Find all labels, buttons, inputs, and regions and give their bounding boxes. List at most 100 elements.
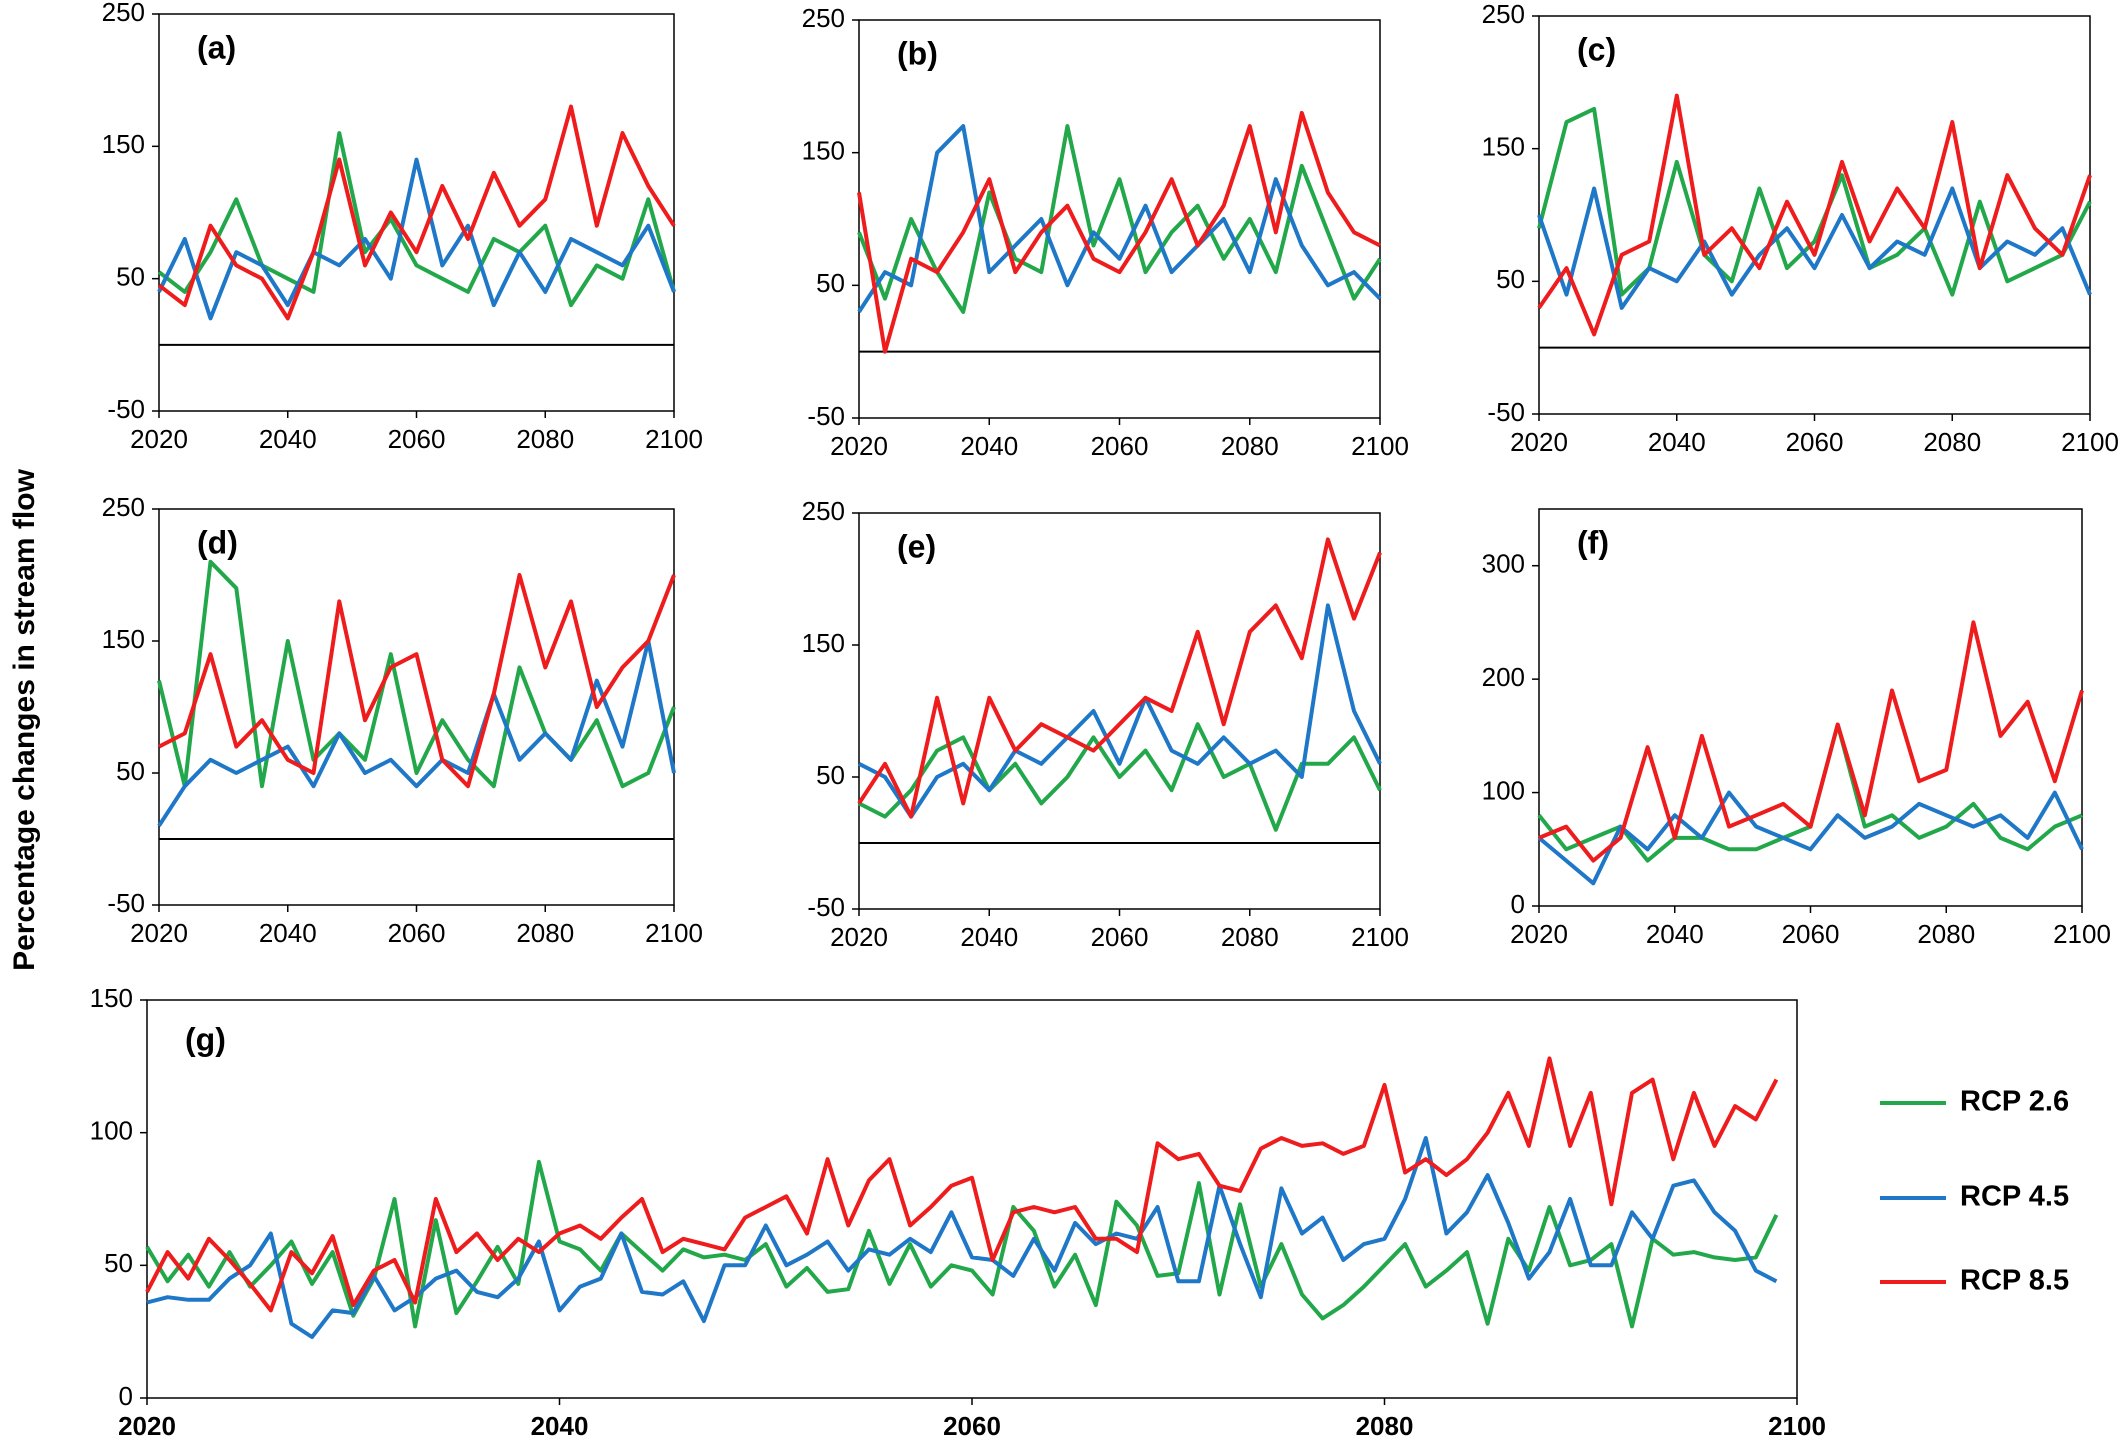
y-tick-label: 250 [1482, 0, 1525, 29]
x-tick-label: 2080 [516, 424, 574, 454]
x-tick-label: 2020 [130, 424, 188, 454]
series-line [157, 131, 676, 308]
x-tick-label: 2040 [1646, 919, 1704, 949]
x-tick-label: 2040 [259, 424, 317, 454]
x-tick-label: 2060 [388, 918, 446, 948]
y-tick-label: 0 [119, 1381, 133, 1411]
y-tick-label: 250 [102, 0, 145, 27]
x-tick-label: 2040 [531, 1411, 589, 1441]
y-tick-label: 100 [1482, 775, 1525, 805]
series-line [1537, 186, 2092, 310]
panel-label: (d) [197, 524, 238, 560]
x-tick-label: 2100 [2053, 919, 2111, 949]
series-line [1538, 620, 2084, 863]
x-tick-label: 2100 [645, 918, 703, 948]
y-tick-label: -50 [1487, 397, 1525, 427]
x-tick-label: 2020 [130, 918, 188, 948]
y-tick-label: -50 [107, 394, 145, 424]
legend-label: RCP 8.5 [1960, 1265, 2069, 1297]
y-tick-label: 100 [90, 1116, 133, 1146]
legend-label: RCP 2.6 [1960, 1086, 2069, 1118]
series-line [157, 104, 676, 321]
x-tick-label: 2080 [1221, 431, 1279, 461]
panel-label: (f) [1577, 524, 1609, 560]
y-tick-label: 50 [116, 262, 145, 292]
y-tick-label: 150 [102, 624, 145, 654]
series-line [157, 559, 676, 789]
x-tick-label: 2080 [1221, 922, 1279, 952]
series-line [145, 1159, 1779, 1329]
x-tick-label: 2100 [2061, 427, 2119, 457]
series-line [857, 110, 1381, 354]
series-line [1537, 790, 2084, 886]
y-tick-label: -50 [807, 401, 845, 431]
y-tick-label: 150 [802, 136, 845, 166]
series-line [857, 537, 1382, 819]
series-line [858, 722, 1382, 832]
x-tick-label: 2080 [1917, 919, 1975, 949]
x-tick-label: 2060 [1091, 431, 1149, 461]
x-tick-label: 2020 [118, 1411, 176, 1441]
y-tick-label: 250 [802, 496, 845, 526]
y-tick-label: 50 [816, 760, 845, 790]
plot-frame [858, 19, 1381, 419]
y-tick-label: 300 [1482, 549, 1525, 579]
plot-frame [858, 512, 1381, 910]
panel-label: (c) [1577, 31, 1616, 67]
series-line [1537, 106, 2092, 297]
y-tick-label: 50 [816, 268, 845, 298]
y-tick-label: 50 [1496, 264, 1525, 294]
x-tick-label: 2060 [1786, 427, 1844, 457]
y-tick-label: -50 [107, 888, 145, 918]
panel-label: (g) [185, 1021, 226, 1057]
y-tick-label: 50 [116, 756, 145, 786]
x-tick-label: 2100 [1351, 922, 1409, 952]
x-tick-label: 2100 [1351, 431, 1409, 461]
series-line [157, 157, 676, 321]
series-line [858, 603, 1382, 819]
y-tick-label: 150 [802, 628, 845, 658]
x-tick-label: 2080 [1356, 1411, 1414, 1441]
x-tick-label: 2040 [960, 431, 1018, 461]
x-tick-label: 2060 [388, 424, 446, 454]
y-tick-label: 50 [104, 1248, 133, 1278]
y-tick-label: 250 [802, 3, 845, 33]
series-line [145, 1056, 1779, 1313]
series-line [1537, 93, 2092, 337]
series-line [158, 573, 676, 789]
y-tick-label: 150 [90, 983, 133, 1013]
y-tick-label: 200 [1482, 662, 1525, 692]
series-line [146, 1136, 1778, 1339]
legend-label: RCP 4.5 [1960, 1181, 2069, 1213]
y-tick-label: 150 [102, 129, 145, 159]
x-tick-label: 2060 [1782, 919, 1840, 949]
x-tick-label: 2080 [1923, 427, 1981, 457]
x-tick-label: 2060 [943, 1411, 1001, 1441]
x-tick-label: 2100 [1768, 1411, 1826, 1441]
panel-label: (a) [197, 29, 236, 65]
x-tick-label: 2060 [1091, 922, 1149, 952]
y-tick-label: 250 [102, 492, 145, 522]
y-tick-label: 150 [1482, 132, 1525, 162]
x-tick-label: 2020 [830, 922, 888, 952]
plot-frame [1538, 15, 2091, 415]
x-tick-label: 2020 [1510, 427, 1568, 457]
series-line [857, 124, 1382, 314]
x-tick-label: 2100 [645, 424, 703, 454]
panel-label: (e) [897, 528, 936, 564]
x-tick-label: 2020 [1510, 919, 1568, 949]
x-tick-label: 2040 [1648, 427, 1706, 457]
x-tick-label: 2020 [830, 431, 888, 461]
series-line [857, 124, 1382, 313]
x-tick-label: 2040 [960, 922, 1018, 952]
y-tick-label: 0 [1511, 889, 1525, 919]
x-tick-label: 2040 [259, 918, 317, 948]
panel-label: (b) [897, 35, 938, 71]
plot-frame [158, 13, 675, 412]
x-tick-label: 2080 [516, 918, 574, 948]
series-line [157, 639, 676, 827]
y-tick-label: -50 [807, 892, 845, 922]
y-axis-label: Percentage changes in stream flow [8, 468, 41, 971]
